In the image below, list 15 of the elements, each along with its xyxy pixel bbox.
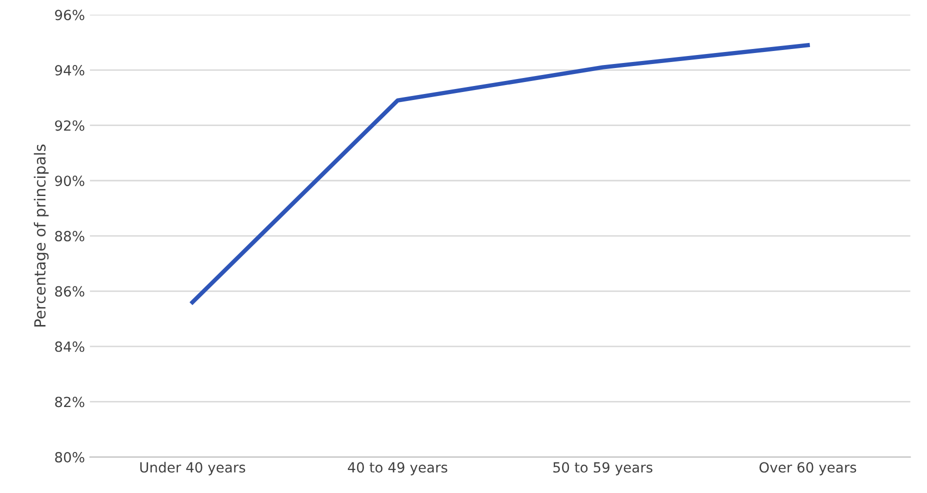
y-tick-label: 94% [55, 65, 84, 76]
y-tick-label: 90% [55, 176, 84, 186]
y-tick-label: 80% [55, 452, 84, 462]
y-tick-label: 88% [55, 230, 84, 242]
y-tick-label: 86% [55, 286, 84, 297]
y-tick-label: 82% [55, 396, 84, 408]
x-tick-label: 50 to 59 years [553, 462, 652, 476]
line-series [190, 43, 810, 304]
x-tick-label: 40 to 49 years [348, 462, 448, 476]
x-tick-label: Over 60 years [759, 462, 856, 476]
y-tick-label: 84% [55, 341, 84, 352]
x-tick-label: Under 40 years [140, 462, 246, 476]
y-tick-label: 96% [55, 10, 84, 20]
y-axis-title: Percentage of principals [34, 144, 49, 326]
y-tick-label: 92% [55, 120, 84, 131]
